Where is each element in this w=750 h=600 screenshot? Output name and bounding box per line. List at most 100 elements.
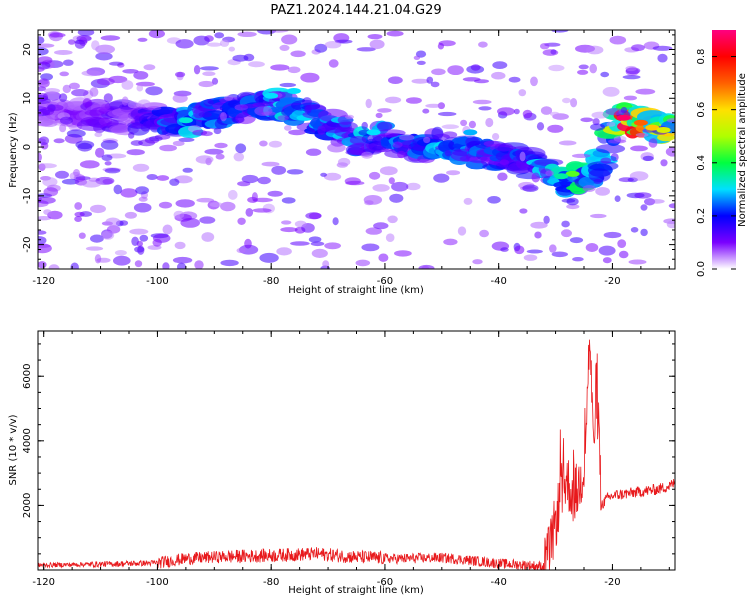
heatmap-cell — [622, 75, 641, 80]
colorbar-tick-label: 0.0 — [696, 261, 707, 277]
heatmap-cell — [562, 97, 571, 104]
heatmap-peak — [178, 117, 193, 124]
heatmap-cell — [209, 202, 223, 208]
heatmap-cell — [138, 196, 148, 202]
heatmap-cell — [137, 99, 151, 108]
heatmap-cell — [290, 50, 306, 58]
heatmap-cell — [277, 115, 289, 121]
heatmap-cell — [59, 93, 68, 102]
heatmap-cell — [66, 129, 86, 138]
heatmap-cell — [623, 95, 638, 101]
heatmap-peak — [616, 114, 631, 121]
heatmap-cell — [569, 237, 584, 244]
heatmap-cell — [534, 231, 542, 239]
snr-frame — [37, 330, 676, 571]
heatmap-cell — [399, 134, 415, 141]
heatmap-cell — [241, 174, 259, 184]
heatmap-cell — [198, 80, 215, 88]
heatmap-cell — [74, 216, 82, 222]
heatmap-cell — [294, 220, 307, 228]
heatmap-cell — [100, 140, 119, 150]
heatmap-cell — [194, 260, 204, 269]
heatmap-cell — [426, 76, 434, 84]
heatmap-cell — [146, 174, 158, 180]
heatmap-cell — [259, 140, 268, 147]
heatmap-cell — [261, 111, 276, 116]
heatmap-cell — [310, 241, 325, 247]
heatmap-cell — [287, 66, 301, 74]
heatmap-cell — [305, 148, 322, 156]
heatmap-cell — [361, 121, 368, 130]
heatmap-cell — [628, 259, 647, 265]
heatmap-cell — [472, 99, 492, 105]
heatmap-cell — [78, 232, 86, 239]
heatmap-cell — [206, 42, 222, 47]
heatmap-cell — [38, 216, 52, 221]
heatmap-cell — [79, 160, 100, 169]
heatmap-cell — [252, 208, 272, 213]
heatmap-peak — [565, 170, 580, 177]
heatmap-cell — [460, 119, 468, 127]
heatmap-cell — [446, 170, 461, 176]
heatmap-cell — [75, 140, 95, 150]
heatmap-cell — [598, 245, 616, 256]
heatmap-cell — [472, 259, 483, 265]
heatmap-cell — [577, 69, 589, 75]
heatmap-cell — [522, 109, 533, 119]
heatmap-cell — [136, 240, 143, 247]
heatmap-cell — [523, 254, 538, 261]
heatmap-cell — [369, 39, 385, 50]
heatmap-cell — [328, 59, 339, 68]
heatmap-cell — [580, 117, 593, 123]
heatmap-cell — [375, 112, 383, 119]
heatmap-peak — [633, 119, 648, 126]
heatmap-cell — [63, 59, 74, 66]
heatmap-cell — [201, 232, 215, 242]
heatmap-cell — [345, 114, 354, 120]
heatmap-cell — [609, 35, 627, 45]
heatmap-cell — [324, 242, 341, 250]
x-tick-label: -100 — [146, 276, 169, 287]
heatmap-cell — [423, 136, 431, 144]
heatmap-cell — [629, 171, 649, 181]
heatmap-cell — [327, 143, 346, 153]
heatmap-cell — [228, 46, 235, 52]
snr-x-axis-label: Height of straight line (km) — [288, 585, 424, 596]
heatmap-cell — [591, 111, 609, 119]
heatmap-cell — [561, 229, 572, 238]
heatmap-cell — [499, 159, 509, 165]
heatmap-cell — [590, 123, 606, 131]
heatmap-cell — [379, 166, 398, 176]
heatmap-cell — [617, 239, 627, 249]
heatmap-cell — [437, 111, 457, 117]
heatmap-cell — [126, 149, 145, 156]
heatmap-cell — [119, 220, 129, 226]
heatmap-cell — [172, 93, 188, 103]
heatmap-cell — [304, 104, 312, 114]
colorbar-bar — [712, 30, 736, 269]
heatmap-peak — [366, 129, 381, 136]
heatmap-cell — [433, 173, 450, 183]
heatmap-cell — [38, 152, 42, 162]
heatmap-cell — [94, 132, 103, 138]
heatmap-cell — [81, 70, 102, 77]
colorbar-tick-label: 0.2 — [696, 208, 707, 224]
heatmap-cell — [530, 221, 548, 229]
heatmap-cell — [240, 104, 258, 109]
heatmap-cell — [635, 132, 649, 138]
heatmap-cell — [425, 103, 442, 108]
heatmap-cell — [53, 138, 65, 144]
heatmap-cell — [479, 229, 489, 238]
heatmap-cell — [534, 158, 564, 166]
heatmap-cell — [361, 151, 373, 159]
y-tick-label: 10 — [22, 92, 33, 105]
heatmap-cell — [373, 222, 389, 230]
heatmap-cell — [497, 172, 508, 181]
heatmap-cell — [463, 197, 473, 205]
snr-panel: -120 -100 -80 -60 -40 -20 2000 4000 6000 Height… — [8, 330, 676, 596]
heatmap-cell — [614, 195, 621, 202]
heatmap-cell — [95, 52, 113, 61]
heatmap-cell — [235, 143, 247, 154]
heatmap-cell — [136, 84, 144, 92]
